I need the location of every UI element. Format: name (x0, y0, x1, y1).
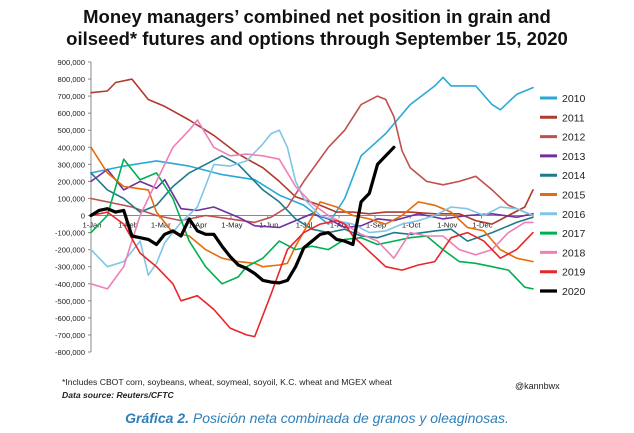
series-line-2016 (90, 129, 534, 276)
y-tick-label: -100,000 (55, 229, 85, 238)
x-tick-label: 1-May (221, 221, 242, 230)
series-line-2019 (90, 211, 534, 338)
series-lines (89, 76, 534, 338)
x-tick-label: 1-Mar (151, 221, 171, 230)
y-tick-label: 500,000 (58, 126, 85, 135)
y-tick-label: 600,000 (58, 109, 85, 118)
chart-title: Money managers’ combined net position in… (0, 6, 634, 50)
y-tick-label: -800,000 (55, 348, 85, 357)
legend-label-2015: 2015 (562, 190, 586, 202)
series-line-2014 (90, 155, 534, 242)
chart-title-line-2: oilseed* futures and options through Sep… (66, 28, 568, 49)
chart-title-line-1: Money managers’ combined net position in… (83, 6, 551, 27)
y-tick-label: 200,000 (58, 177, 85, 186)
legend-label-2016: 2016 (562, 209, 586, 221)
legend-label-2019: 2019 (562, 267, 586, 279)
series-line-2018 (90, 119, 534, 290)
legend-label-2014: 2014 (562, 170, 586, 182)
caption-text: Posición neta combinada de granos y olea… (192, 410, 509, 426)
y-tick-label: -500,000 (55, 297, 85, 306)
caption-label: Gráfica 2. (125, 410, 189, 426)
y-tick-label: 300,000 (58, 160, 85, 169)
x-tick-label: 1-Sep (366, 221, 386, 230)
y-tick-label: -200,000 (55, 246, 85, 255)
legend-label-2013: 2013 (562, 151, 586, 163)
y-tick-label: -300,000 (55, 263, 85, 272)
x-tick-label: 1-Dec (472, 221, 492, 230)
x-tick-label: 1-Oct (402, 221, 421, 230)
y-tick-label: 100,000 (58, 194, 85, 203)
legend-label-2020: 2020 (562, 286, 586, 298)
series-line-2017 (90, 158, 534, 290)
y-tick-label: 700,000 (58, 92, 85, 101)
x-tick-label: 1-Jun (259, 221, 278, 230)
x-tick-label: 1-Apr (188, 221, 207, 230)
x-tick-label: 1-Nov (437, 221, 457, 230)
chart-footnote: *Includes CBOT corn, soybeans, wheat, so… (62, 377, 392, 387)
series-line-2012 (90, 95, 534, 224)
y-axis: 900,000 800,000 700,000 600,000 500,000 400,0… (55, 58, 92, 357)
legend-label-2012: 2012 (562, 132, 586, 144)
y-tick-label: 900,000 (58, 58, 85, 67)
y-tick-label: 400,000 (58, 143, 85, 152)
y-tick-label: -400,000 (55, 280, 85, 289)
legend: 2010 2011 2012 2013 2014 2015 2016 2017 2018 2019… (540, 93, 586, 298)
series-line-2013 (90, 168, 534, 229)
legend-label-2018: 2018 (562, 247, 586, 259)
y-tick-label: -700,000 (55, 331, 85, 340)
series-line-2011 (90, 78, 534, 225)
figure-caption: Gráfica 2. Posición neta combinada de gr… (0, 410, 634, 426)
y-tick-label: 0 (81, 212, 85, 221)
data-source: Data source: Reuters/CFTC (62, 390, 174, 400)
legend-label-2017: 2017 (562, 228, 586, 240)
author-handle: @kannbwx (515, 381, 560, 391)
legend-label-2011: 2011 (562, 112, 585, 124)
series-line-2010 (90, 76, 534, 225)
y-tick-label: 800,000 (58, 75, 85, 84)
series-line-2020 (89, 145, 396, 285)
legend-label-2010: 2010 (562, 93, 586, 105)
x-tick-label: 1-Jan (83, 221, 102, 230)
y-tick-label: -600,000 (55, 314, 85, 323)
